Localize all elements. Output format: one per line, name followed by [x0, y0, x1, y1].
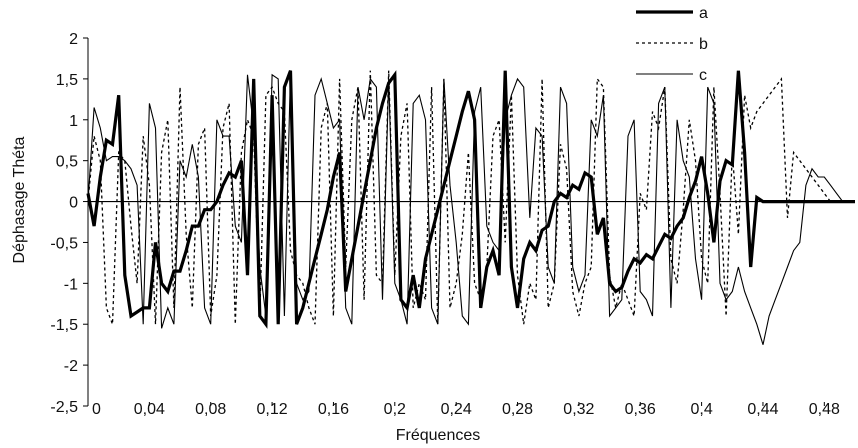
x-tick-label: 0,2 [384, 401, 406, 418]
x-tick-label: 0,44 [747, 401, 778, 418]
legend-label-c: c [699, 67, 707, 84]
x-tick-label: 0 [92, 401, 101, 418]
x-axis-title: Fréquences [396, 427, 481, 444]
series-b-line [87, 70, 855, 325]
legend: abc [636, 5, 708, 84]
y-axis-title: Déphasage Théta [11, 136, 28, 263]
x-tick-label: 0,4 [690, 401, 712, 418]
legend-label-b: b [699, 36, 708, 53]
y-tick-label: 1 [69, 113, 78, 130]
x-tick-label: 0,32 [563, 401, 594, 418]
x-tick-label: 0,08 [195, 401, 226, 418]
x-tick-label: 0,48 [809, 401, 840, 418]
series-a-line [86, 70, 855, 329]
legend-label-a: a [699, 5, 708, 22]
y-tick-label: 1,5 [56, 72, 78, 89]
y-tick-label: 0,5 [56, 154, 78, 171]
y-tick-label: -2 [64, 358, 78, 375]
y-tick-label: -2,5 [50, 399, 78, 416]
x-tick-label: 0,04 [134, 401, 165, 418]
x-tick-label: 0,12 [257, 401, 288, 418]
y-tick-label: 2 [69, 31, 78, 48]
y-tick-label: -1,5 [50, 317, 78, 334]
y-tick-label: -0,5 [50, 235, 78, 252]
axes-layer: -2,5 -2 -1,5 -1 -0,5 0 0,5 1 1,5 2 0 0,04 0,08 0,12 0,… [50, 31, 855, 418]
y-tick-label: -1 [64, 276, 78, 293]
y-tick-label: 0 [69, 195, 78, 212]
series-layer [86, 70, 855, 345]
x-tick-label: 0,36 [625, 401, 656, 418]
x-tick-label: 0,16 [318, 401, 349, 418]
x-tick-label: 0,24 [441, 401, 472, 418]
x-tick-label: 0,28 [502, 401, 533, 418]
series-c-line [87, 70, 855, 345]
